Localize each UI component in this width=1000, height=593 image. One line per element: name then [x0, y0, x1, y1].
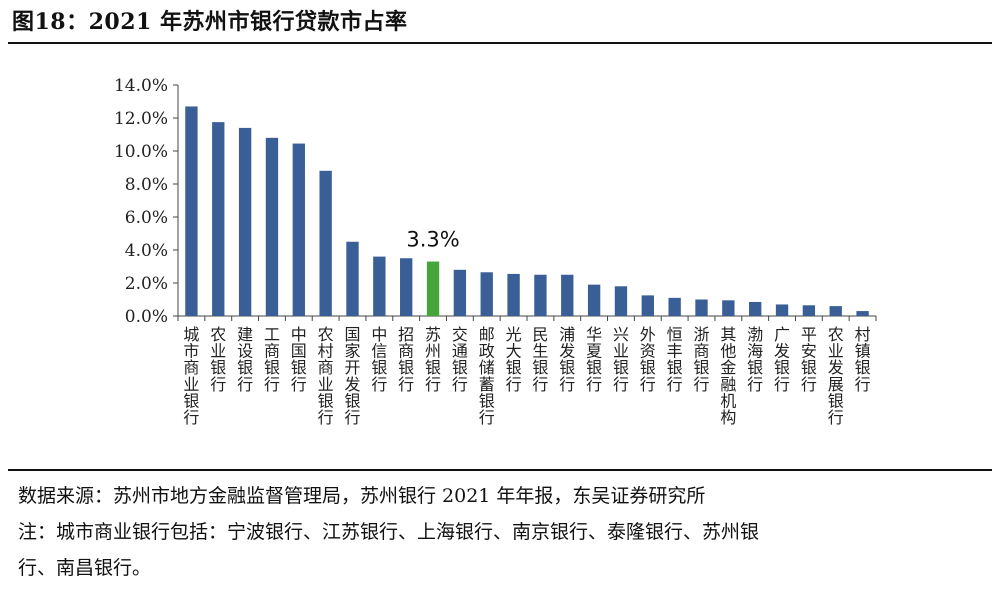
bar [185, 106, 198, 316]
y-tick-label: 8.0% [125, 175, 168, 195]
bar [695, 299, 708, 316]
bar [212, 122, 225, 316]
x-tick-label: 渤海银行 [747, 325, 763, 394]
bar [534, 274, 547, 316]
y-tick-label: 2.0% [125, 274, 168, 294]
x-tick-label: 招商银行 [398, 325, 414, 394]
bar [373, 256, 386, 316]
bar [480, 272, 493, 316]
bar [856, 311, 869, 316]
bar [292, 143, 305, 316]
bar [453, 269, 467, 316]
x-tick-label: 农业银行 [210, 325, 226, 394]
bar [641, 295, 654, 316]
bar [507, 273, 520, 316]
footer-rule [8, 469, 992, 471]
note-text-line2: 行、南昌银行。 [18, 557, 152, 579]
bar [319, 170, 332, 316]
source-text: 数据来源：苏州市地方金融监督管理局，苏州银行 2021 年年报，东吴证券研究所 [18, 485, 706, 507]
y-tick-label: 14.0% [114, 76, 168, 96]
x-tick-label: 浙商银行 [693, 325, 709, 394]
y-tick-label: 10.0% [114, 142, 168, 162]
x-tick-label: 城市商业银行 [183, 325, 199, 427]
y-tick-label: 0.0% [125, 307, 168, 327]
data-label: 3.3% [406, 228, 459, 252]
x-tick-label: 农村商业银行 [318, 325, 334, 427]
bar [346, 241, 359, 316]
x-tick-label: 广发银行 [774, 325, 790, 394]
bar [265, 137, 279, 316]
bar [749, 301, 762, 316]
x-tick-label: 中信银行 [371, 325, 387, 394]
x-tick-label: 国家开发银行 [344, 325, 360, 427]
bar [668, 297, 681, 316]
x-tick-label: 建设银行 [237, 325, 253, 394]
x-tick-label: 邮政储蓄银行 [479, 325, 495, 427]
x-tick-label: 平安银行 [801, 325, 817, 394]
x-tick-label: 华夏银行 [586, 325, 602, 394]
x-tick-label: 兴业银行 [613, 325, 629, 394]
figure-title: 图18：2021 年苏州市银行贷款市占率 [12, 9, 408, 35]
x-tick-label: 苏州银行 [425, 325, 441, 394]
bar [829, 306, 842, 316]
x-tick-label: 工商银行 [264, 325, 280, 394]
y-tick-label: 4.0% [125, 241, 168, 261]
x-tick-label: 交通银行 [452, 325, 468, 394]
bar [400, 258, 413, 316]
x-tick-label: 外资银行 [640, 325, 656, 394]
bar [238, 127, 252, 317]
x-tick-label: 光大银行 [506, 325, 522, 394]
bar [587, 284, 601, 316]
x-tick-label: 村镇银行 [855, 325, 871, 394]
x-tick-label: 农业发展银行 [828, 325, 844, 427]
bar [722, 300, 735, 316]
bar [561, 274, 574, 316]
bar [775, 304, 789, 316]
x-tick-label: 民生银行 [532, 325, 548, 394]
y-tick-label: 6.0% [125, 208, 168, 228]
x-tick-label: 浦发银行 [559, 325, 575, 394]
x-tick-label: 中国银行 [291, 325, 307, 394]
x-tick-label: 恒丰银行 [667, 325, 683, 394]
bar [802, 305, 816, 316]
note-text-line1: 注：城市商业银行包括：宁波银行、江苏银行、上海银行、南京银行、泰隆银行、苏州银 [18, 521, 760, 543]
bar-highlight [426, 261, 440, 316]
x-tick-label: 其他金融机构 [720, 325, 736, 427]
title-rule [8, 42, 992, 44]
source-notes: 数据来源：苏州市地方金融监督管理局，苏州银行 2021 年年报，东吴证券研究所 … [18, 478, 990, 586]
y-tick-label: 12.0% [114, 109, 168, 129]
bar [614, 286, 628, 316]
bar-chart: 0.0% 2.0% 4.0% 6.0% 8.0% 10.0% 12.0% 14.0% 城市商业银… [114, 76, 877, 427]
